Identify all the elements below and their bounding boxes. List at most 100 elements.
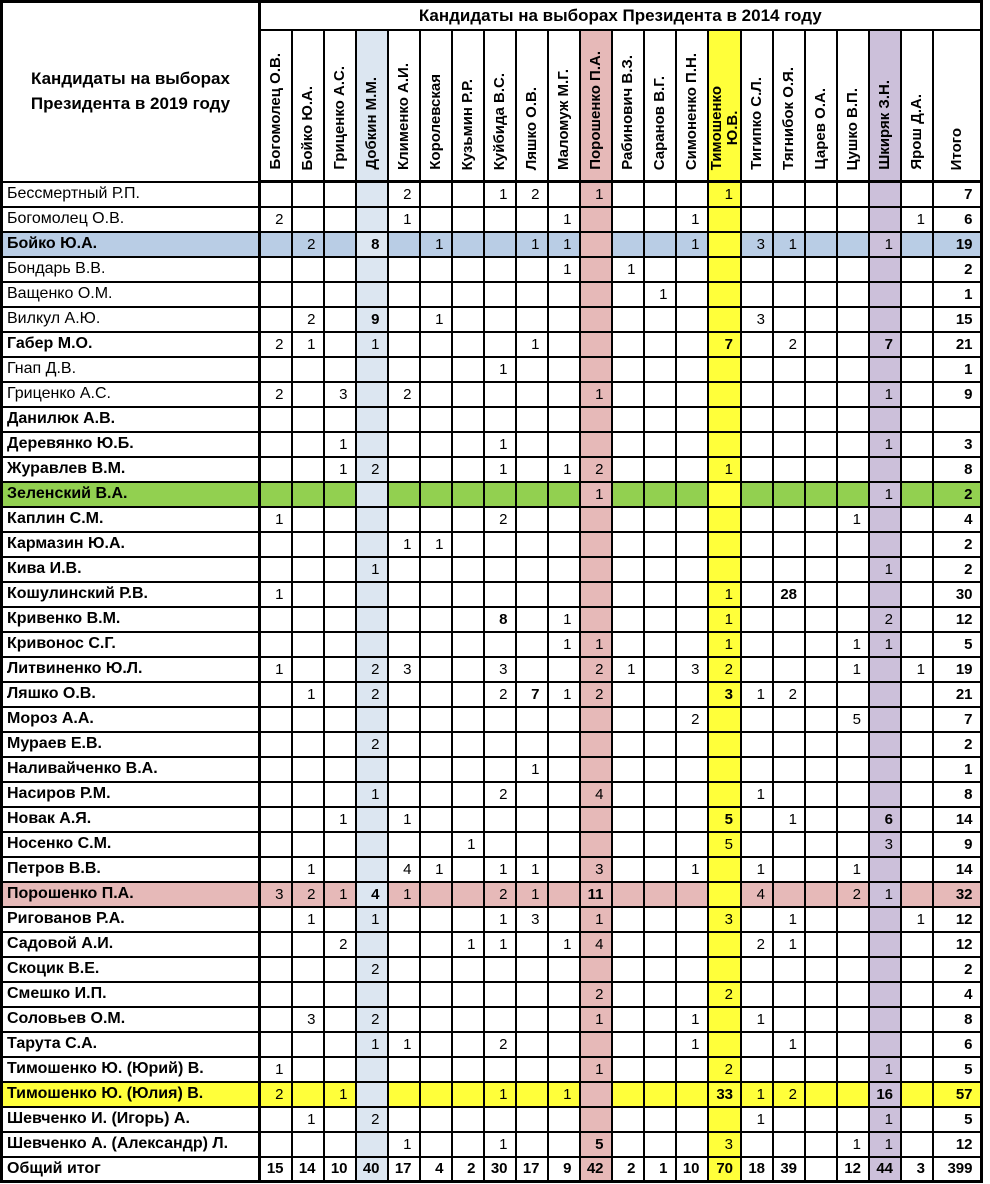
value-cell	[642, 705, 677, 733]
value-cell	[386, 1080, 421, 1108]
row-label: Кармазин Ю.А.	[0, 530, 261, 558]
value-cell	[674, 1055, 709, 1083]
value-cell: 1	[578, 1005, 613, 1033]
value-cell: 1	[772, 1030, 806, 1058]
value-cell	[610, 1005, 645, 1033]
value-cell	[772, 730, 806, 758]
value-cell	[514, 205, 549, 233]
value-cell	[674, 955, 709, 983]
row-total-cell: 57	[932, 1080, 982, 1108]
value-cell	[258, 1030, 293, 1058]
value-cell	[772, 405, 806, 433]
value-cell	[706, 855, 742, 883]
value-cell: 7	[706, 330, 742, 358]
value-cell	[836, 930, 870, 958]
value-cell: 11	[578, 880, 613, 908]
value-cell: 3	[386, 655, 421, 683]
value-cell: 1	[836, 630, 870, 658]
value-cell	[804, 355, 838, 383]
value-cell	[804, 655, 838, 683]
value-cell	[804, 530, 838, 558]
value-cell	[354, 630, 389, 658]
value-cell: 2	[482, 505, 517, 533]
value-cell	[546, 1105, 581, 1133]
row-total-cell: 5	[932, 1055, 982, 1083]
value-cell	[804, 605, 838, 633]
value-cell	[804, 905, 838, 933]
value-cell: 1	[386, 205, 421, 233]
value-cell: 5	[578, 1130, 613, 1158]
table-row: Ляшко О.В. 1 2 2 7 1 2 3 1 2 21	[0, 680, 982, 708]
value-cell: 3	[706, 680, 742, 708]
value-cell	[418, 1005, 453, 1033]
value-cell	[772, 505, 806, 533]
value-cell: 1	[546, 930, 581, 958]
value-cell: 1	[546, 605, 581, 633]
value-cell	[258, 1105, 293, 1133]
value-cell: 2	[482, 880, 517, 908]
value-cell	[418, 755, 453, 783]
value-cell	[418, 480, 453, 508]
value-cell	[674, 905, 709, 933]
value-cell: 2	[482, 680, 517, 708]
value-cell	[772, 980, 806, 1008]
value-cell	[804, 980, 838, 1008]
value-cell	[740, 905, 774, 933]
value-cell	[450, 880, 485, 908]
table-row: Наливайченко В.А. 1 1	[0, 755, 982, 783]
value-cell	[578, 330, 613, 358]
value-cell	[900, 355, 934, 383]
value-cell: 2	[322, 930, 357, 958]
value-cell	[546, 380, 581, 408]
value-cell: 1	[706, 630, 742, 658]
value-cell: 1	[740, 855, 774, 883]
value-cell	[642, 230, 677, 258]
value-cell	[804, 330, 838, 358]
value-cell	[804, 230, 838, 258]
value-cell	[900, 405, 934, 433]
value-cell	[772, 605, 806, 633]
value-cell	[900, 305, 934, 333]
value-cell	[546, 280, 581, 308]
value-cell	[450, 355, 485, 383]
value-cell: 1	[546, 255, 581, 283]
value-cell	[900, 1055, 934, 1083]
value-cell	[610, 1030, 645, 1058]
row-total-cell: 2	[932, 730, 982, 758]
value-cell	[610, 830, 645, 858]
table-row: Садовой А.И. 2 1 1 1 4 2 1 12	[0, 930, 982, 958]
value-cell	[514, 1005, 549, 1033]
column-header-label: Маломуж М.Г.	[554, 68, 572, 170]
value-cell: 2	[290, 305, 325, 333]
value-cell	[418, 680, 453, 708]
header-title-2014: Кандидаты на выборах Президента в 2014 г…	[258, 0, 982, 31]
value-cell	[322, 555, 357, 583]
value-cell	[836, 905, 870, 933]
value-cell	[900, 530, 934, 558]
value-cell: 3	[482, 655, 517, 683]
value-cell	[258, 755, 293, 783]
value-cell	[804, 480, 838, 508]
value-cell: 1	[546, 455, 581, 483]
value-cell	[514, 780, 549, 808]
value-cell	[450, 430, 485, 458]
value-cell	[804, 1055, 838, 1083]
value-cell	[772, 1055, 806, 1083]
value-cell	[322, 255, 357, 283]
value-cell	[514, 355, 549, 383]
value-cell	[514, 630, 549, 658]
value-cell	[868, 205, 902, 233]
table-row: Тимошенко Ю. (Юлия) В. 2 1 1 1 33 1 2 16 57	[0, 1080, 982, 1108]
value-cell	[610, 980, 645, 1008]
row-label: Литвиненко Ю.Л.	[0, 655, 261, 683]
value-cell: 1	[706, 605, 742, 633]
value-cell	[610, 905, 645, 933]
value-cell	[706, 1005, 742, 1033]
value-cell	[836, 405, 870, 433]
value-cell	[868, 755, 902, 783]
value-cell	[772, 555, 806, 583]
value-cell	[546, 430, 581, 458]
value-cell: 1	[578, 480, 613, 508]
value-cell	[546, 955, 581, 983]
value-cell	[610, 530, 645, 558]
